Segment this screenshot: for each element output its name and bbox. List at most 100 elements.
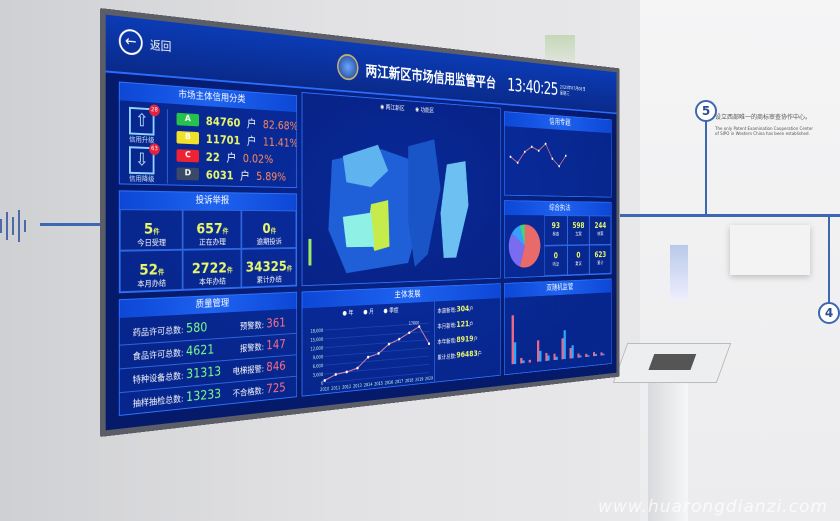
upgrade-count: 28 [149,104,160,116]
district-map[interactable] [302,105,500,283]
kiosk-top [613,343,732,383]
period-toggle[interactable]: ● 年 [342,308,353,317]
map-panel[interactable]: ◉ 两江新区 ◉ 功能区 [302,92,501,286]
development-stat: 本年新增:8919户 [437,333,497,347]
title-text: 两江新区市场信用监管平台 [365,58,496,91]
data-point [510,156,512,158]
gridline [325,331,429,338]
legend-label: 功能区 [421,106,435,114]
complaint-stat[interactable]: 5件 今日受理 [120,209,183,251]
timeline-line [705,118,707,214]
unit: 件 [158,268,164,276]
back-button[interactable]: ← 返回 [119,28,172,59]
data-point [324,379,326,382]
audio-wave-icon [0,210,26,242]
warning-label: 报警数: [240,343,264,354]
y-tick-label: 6,000 [313,364,324,370]
gridline [325,348,429,357]
map-region[interactable] [343,213,375,248]
enforcement-stat[interactable]: 93 检查 [544,215,567,245]
enforcement-stat[interactable]: 0 复议 [567,245,589,275]
gridline [325,340,429,348]
back-label: 返回 [150,36,171,55]
complaint-stat[interactable]: 657件 正在办理 [183,210,242,250]
unit: 件 [271,227,276,234]
x-tick-label: 2010 [320,387,329,393]
enforcement-panel: 综合执法 93 检查 598 立案 244 结案 0 听证 0 复议 623 累计 [504,200,611,278]
stat-label: 本周新增: [437,307,456,315]
downgrade-count: 63 [149,143,160,155]
arrow-up-icon: ⇧ [135,110,149,131]
period-toggle[interactable]: ● 月 [363,307,374,316]
random-panel: 双随机监管 [504,279,611,376]
back-arrow-icon: ← [119,28,143,56]
complaints-panel: 投诉举报 5件 今日受理 657件 正在办理 0件 逾期投诉 52件 本月办结 2722件 本年办… [119,190,297,293]
warning-value: 361 [266,316,285,331]
complaint-stat[interactable]: 52件 本月办结 [120,250,183,293]
grade-percent: 5.89% [256,169,286,183]
quality-value: 4621 [186,343,214,359]
bar [512,315,514,364]
warning-label: 预警数: [240,321,264,332]
credit-downgrade-button[interactable]: ⇩ 63 信用降级 [129,146,154,183]
step-marker: 4 [818,302,840,324]
credit-upgrade-button[interactable]: ⇧ 28 信用升级 [129,107,154,145]
x-tick-label: 2015 [374,381,383,387]
map-region[interactable] [441,160,469,258]
stat-value: 598 [568,221,589,231]
grade-badge: B [177,131,199,144]
series-line [325,326,429,381]
complaint-stat[interactable]: 0件 逾期投诉 [241,210,296,249]
bar [577,353,579,357]
stat-label: 复议 [568,260,589,267]
legend-label: 月 [369,308,374,315]
warning-label: 电梯报警: [233,365,264,377]
complaint-stat[interactable]: 34325件 累计办结 [241,248,296,288]
stat-value: 0 [568,250,589,260]
stat-label: 听证 [545,260,567,267]
data-point [552,158,554,160]
x-tick-label: 2014 [364,382,373,388]
grade-row[interactable]: D 6031 户 5.89% [177,165,298,186]
enforcement-stat[interactable]: 244 结案 [589,216,611,245]
quality-label: 特种设备总数: [133,372,184,386]
stat-value: 96483 [456,349,477,360]
time: 13:40:25 [507,76,558,100]
quality-value: 580 [186,321,207,337]
data-point [398,338,400,341]
data-point [388,343,390,346]
unit: 户 [469,306,473,313]
bar [539,351,541,362]
downgrade-label: 信用降级 [129,175,154,183]
stat-value: 8919 [456,335,473,345]
legend-label: 年 [348,309,353,316]
timeline-line [620,214,840,217]
date: 2020年07月08日 星期三 [560,84,586,98]
stat-label: 本月新增: [437,322,456,330]
map-region[interactable] [408,138,440,267]
bar [601,352,603,355]
x-tick-label: 2020 [425,376,433,382]
topic-line-chart [505,126,571,194]
enforcement-stat[interactable]: 598 立案 [567,215,589,245]
grade-badge: A [177,113,199,127]
unit: 户 [247,133,257,149]
period-toggle[interactable]: ● 季度 [384,306,399,315]
bar [587,355,589,357]
y-tick-label: 9,000 [313,355,324,361]
stat-label: 本月办结 [121,277,182,290]
grade-badge: C [177,149,199,162]
complaint-stat[interactable]: 2722件 本年办结 [183,249,242,290]
bar [595,354,597,356]
grade-count: 22 [206,150,220,164]
stat-label: 逾期投诉 [242,236,295,247]
panel-title: 投诉举报 [120,191,297,210]
bar [593,352,595,356]
x-tick-label: 2013 [353,383,362,389]
page-title: 两江新区市场信用监管平台 [337,53,496,93]
timeline-line [828,214,830,304]
bar [564,330,566,359]
enforcement-stat[interactable]: 0 听证 [544,245,567,276]
enforcement-stat[interactable]: 623 累计 [589,245,611,275]
block-illustration [670,245,688,300]
